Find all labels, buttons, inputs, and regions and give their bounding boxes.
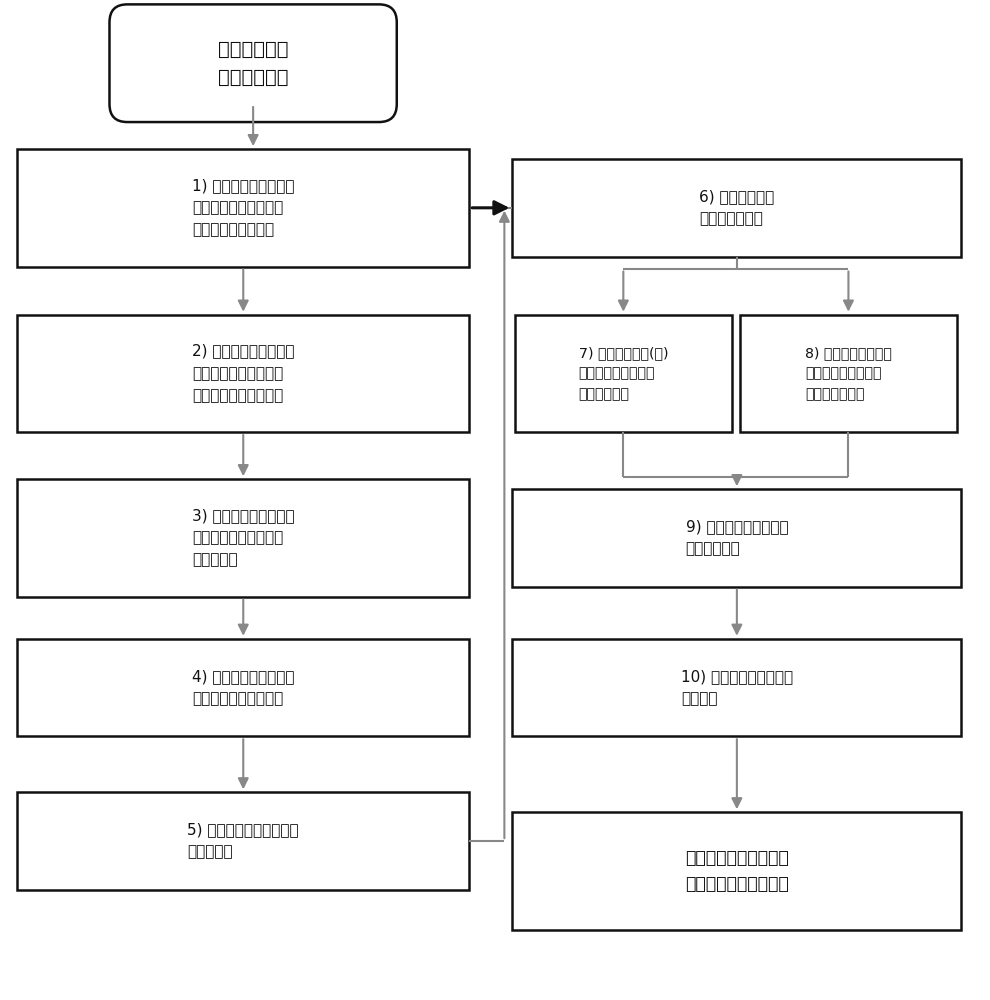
FancyBboxPatch shape	[17, 315, 469, 432]
Text: 8) 在压电材料上表面
进行电极制备的替代
方法制备与固定: 8) 在压电材料上表面 进行电极制备的替代 方法制备与固定	[805, 346, 892, 401]
Text: 10) 安装金属外套加以固
定和保护: 10) 安装金属外套加以固 定和保护	[681, 669, 793, 706]
FancyBboxPatch shape	[512, 639, 961, 736]
Text: 具有新型电极制备方法
的超声镜头或超声探头: 具有新型电极制备方法 的超声镜头或超声探头	[685, 849, 789, 893]
FancyBboxPatch shape	[110, 4, 397, 122]
Text: 3) 对超声镜头的波导棒
体或超声探头块材声发
射面的清理: 3) 对超声镜头的波导棒 体或超声探头块材声发 射面的清理	[192, 508, 295, 568]
Text: 5) 蒸镀后超声镜头或超声
探头的清理: 5) 蒸镀后超声镜头或超声 探头的清理	[187, 822, 299, 860]
FancyBboxPatch shape	[740, 315, 957, 432]
FancyBboxPatch shape	[512, 159, 961, 257]
FancyBboxPatch shape	[17, 149, 469, 267]
FancyBboxPatch shape	[512, 489, 961, 587]
FancyBboxPatch shape	[17, 792, 469, 890]
FancyBboxPatch shape	[512, 812, 961, 930]
Text: 新型超声镜头
电极材料加工: 新型超声镜头 电极材料加工	[218, 40, 288, 87]
FancyBboxPatch shape	[17, 479, 469, 597]
Text: 4) 特定形状和尺寸的金
属电极材料的真空蒸镀: 4) 特定形状和尺寸的金 属电极材料的真空蒸镀	[192, 669, 294, 706]
Text: 2) 依据声发射面的尺寸
设计制作特殊形状的粘
贴材料模具的方法步骤: 2) 依据声发射面的尺寸 设计制作特殊形状的粘 贴材料模具的方法步骤	[192, 344, 294, 403]
FancyBboxPatch shape	[515, 315, 732, 432]
Text: 1) 超声镜头的波导棒体
或超声探头块材的声发
射面的表面精密加工: 1) 超声镜头的波导棒体 或超声探头块材的声发 射面的表面精密加工	[192, 178, 294, 238]
Text: 7) 换能器另一侧(面)
与对应极性电极材料
的制备与固定: 7) 换能器另一侧(面) 与对应极性电极材料 的制备与固定	[578, 346, 668, 401]
FancyBboxPatch shape	[17, 639, 469, 736]
Text: 6) 压电材料的换
能器与电极的安: 6) 压电材料的换 能器与电极的安	[699, 189, 774, 226]
Text: 9) 电极材料与相关引线
的连接与固定: 9) 电极材料与相关引线 的连接与固定	[685, 519, 788, 556]
